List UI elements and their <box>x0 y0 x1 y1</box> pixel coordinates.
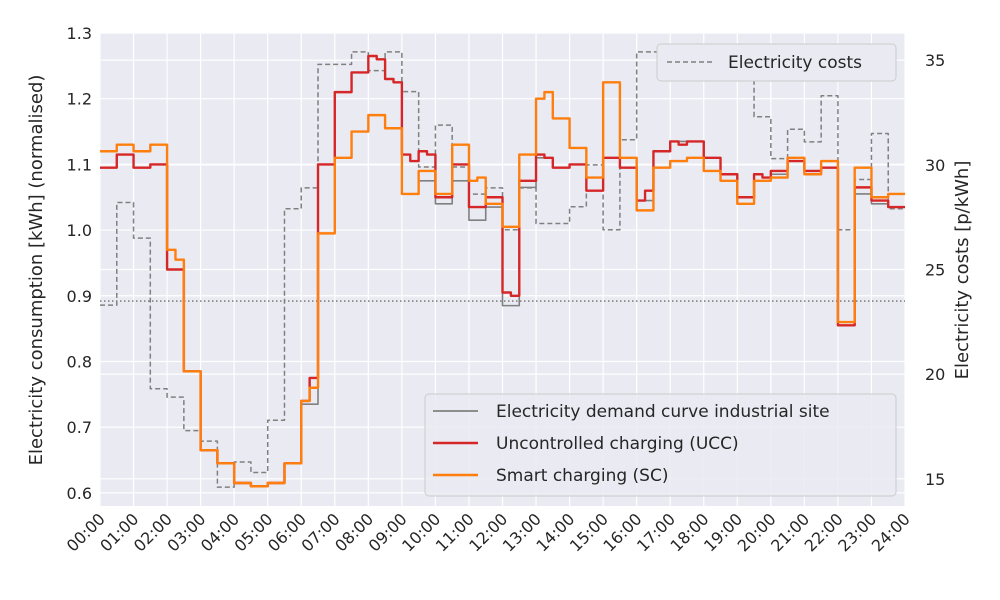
y-tick-label-right: 15 <box>925 470 945 489</box>
legend-label-electricity-costs: Electricity costs <box>728 53 862 73</box>
legend-label-demand-curve: Electricity demand curve industrial site <box>496 402 830 422</box>
series-line-electricity-costs <box>100 51 905 488</box>
y-tick-label-left: 0.9 <box>67 287 92 306</box>
y-tick-label-left: 1.0 <box>67 221 92 240</box>
y-tick-label-right: 20 <box>925 365 945 384</box>
x-tick-label: 24:00 <box>868 509 914 555</box>
y-tick-label-left: 0.8 <box>67 352 92 371</box>
legend-lower-frame <box>424 393 897 497</box>
legend-label-sc: Smart charging (SC) <box>496 466 668 486</box>
legend-lower: Electricity demand curve industrial site… <box>424 393 897 497</box>
legend-upper: Electricity costs <box>656 43 897 82</box>
y-tick-label-left: 1.2 <box>67 90 92 109</box>
y-tick-label-left: 1.1 <box>67 155 92 174</box>
y-axis-left-title: Electricity consumption [kWh] (normalise… <box>26 75 47 466</box>
y-tick-label-left: 0.7 <box>67 418 92 437</box>
legend-upper-frame <box>656 43 897 82</box>
y-tick-label-right: 30 <box>925 156 945 175</box>
y-tick-label-right: 35 <box>925 51 945 70</box>
series-layer <box>100 51 905 488</box>
y-tick-label-left: 1.3 <box>67 24 92 43</box>
legend-label-ucc: Uncontrolled charging (UCC) <box>496 434 739 454</box>
series-line-sc <box>100 81 905 488</box>
y-tick-label-right: 25 <box>925 261 945 280</box>
y-tick-label-left: 0.6 <box>67 484 92 503</box>
y-axis-right-title: Electricity costs [p/kWh] <box>952 161 973 380</box>
